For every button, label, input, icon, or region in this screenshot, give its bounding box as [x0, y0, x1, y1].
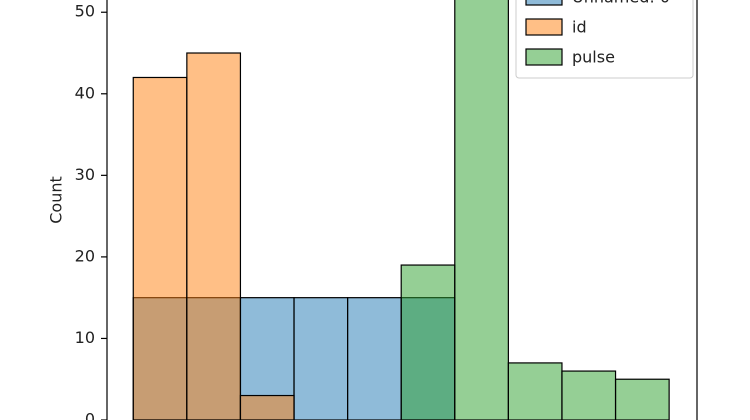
- legend-swatch: [525, 48, 563, 66]
- bar: [239, 394, 295, 420]
- bars: [132, 0, 670, 420]
- bar: [614, 378, 670, 420]
- y-tick-label: 0: [85, 410, 95, 420]
- bar: [400, 264, 456, 420]
- bar: [186, 52, 242, 420]
- legend-label: Unnamed: 0: [572, 0, 670, 7]
- bar: [132, 76, 188, 420]
- legend-label: id: [572, 18, 587, 37]
- bar: [507, 362, 563, 420]
- y-tick-label: 10: [75, 328, 95, 347]
- legend-label: pulse: [572, 48, 615, 67]
- y-tick-label: 20: [75, 246, 95, 265]
- y-tick-label: 40: [75, 83, 95, 102]
- legend: Unnamed: 0 id pulse: [515, 0, 694, 79]
- bar: [454, 0, 509, 420]
- legend-swatch: [525, 0, 563, 6]
- y-axis-label: Count: [47, 176, 66, 224]
- bar: [347, 297, 402, 420]
- y-tick-label: 50: [75, 2, 95, 21]
- y-tick-label: 30: [75, 165, 95, 184]
- legend-swatch: [525, 18, 563, 36]
- bar: [561, 370, 617, 420]
- bar: [293, 297, 349, 420]
